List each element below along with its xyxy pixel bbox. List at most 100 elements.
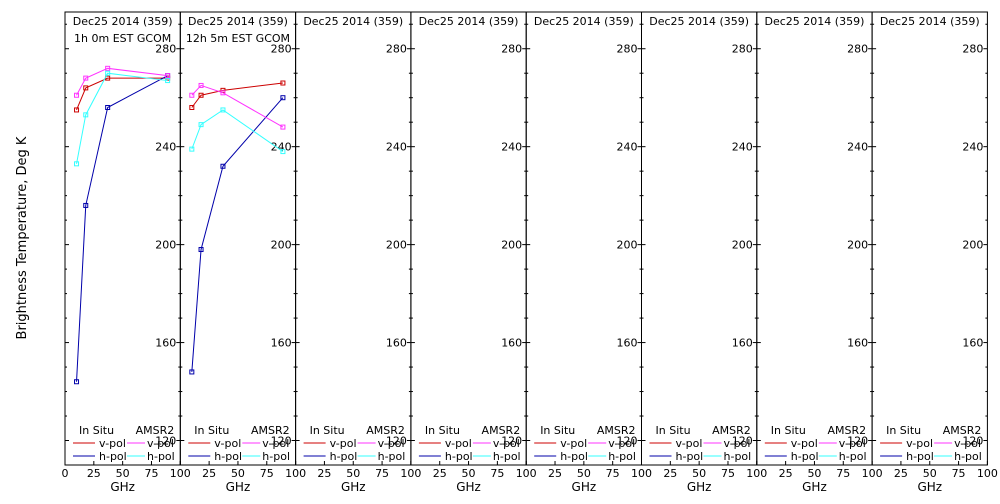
y-tick-label: 120	[386, 435, 407, 448]
data-point-amsr2_v	[198, 82, 204, 88]
x-tick-label: 25	[433, 467, 447, 480]
legend-amsr2-h-label: h-pol	[839, 450, 867, 463]
x-tick-label: 75	[721, 467, 735, 480]
data-point-amsr2_v	[105, 65, 111, 71]
data-point-amsr2_h	[280, 149, 286, 155]
legend-insitu-h-label: h-pol	[330, 450, 358, 463]
x-tick-label: 25	[317, 467, 331, 480]
panel-header: Dec25 2014 (359)	[765, 15, 865, 28]
x-tick-label: 100	[400, 467, 421, 480]
data-point-amsr2_h	[189, 146, 195, 152]
legend-insitu-title: In Situ	[540, 424, 575, 437]
data-point-amsr2_h	[198, 122, 204, 128]
y-tick-label: 200	[732, 239, 753, 252]
legend-insitu-h-label: h-pol	[676, 450, 704, 463]
panel-header: Dec25 2014 (359)	[534, 15, 634, 28]
y-tick-label: 120	[847, 435, 868, 448]
data-point-insitu_v	[280, 80, 286, 86]
legend-insitu-title: In Situ	[771, 424, 806, 437]
data-point-amsr2_v	[220, 90, 226, 96]
series-line-amsr2_v	[191, 84, 284, 128]
x-tick-label: 50	[231, 467, 245, 480]
x-axis-label: GHz	[226, 480, 251, 494]
x-tick-label: 100	[977, 467, 998, 480]
legend-amsr2-title: AMSR2	[712, 424, 751, 437]
series-line-amsr2_h	[191, 109, 284, 152]
x-tick-label: 50	[462, 467, 476, 480]
x-tick-label: 50	[807, 467, 821, 480]
legend-amsr2-h-label: h-pol	[262, 450, 290, 463]
series-line-insitu_h	[191, 97, 284, 372]
x-axis-label: GHz	[456, 480, 481, 494]
legend-amsr2-v-label: v-pol	[262, 437, 289, 450]
legend-amsr2-title: AMSR2	[366, 424, 405, 437]
data-point-amsr2_v	[74, 92, 80, 98]
x-tick-label: 50	[346, 467, 360, 480]
legend-amsr2-h-label: h-pol	[493, 450, 521, 463]
legend-insitu-title: In Situ	[656, 424, 691, 437]
y-tick-label: 240	[501, 141, 522, 154]
y-axis-label: Brightness Temperature, Deg K	[15, 136, 30, 339]
legend-insitu-v-label: v-pol	[330, 437, 357, 450]
x-tick-label: 25	[663, 467, 677, 480]
panel-header: Dec25 2014 (359)	[73, 15, 173, 28]
panel-subheader: 12h 5m EST GCOM	[186, 32, 290, 45]
data-point-insitu_v	[198, 92, 204, 98]
data-point-amsr2_v	[165, 73, 171, 79]
legend-insitu-v-label: v-pol	[791, 437, 818, 450]
panel-header: Dec25 2014 (359)	[188, 15, 288, 28]
legend-insitu-v-label: v-pol	[906, 437, 933, 450]
legend-insitu-h-label: h-pol	[99, 450, 127, 463]
legend-amsr2-h-label: h-pol	[147, 450, 175, 463]
data-point-insitu_h	[105, 104, 111, 110]
legend-amsr2-title: AMSR2	[136, 424, 175, 437]
legend-insitu-h-label: h-pol	[906, 450, 934, 463]
y-tick-label: 120	[617, 435, 638, 448]
y-tick-label: 200	[962, 239, 983, 252]
data-point-amsr2_h	[74, 161, 80, 167]
legend-insitu-v-label: v-pol	[214, 437, 241, 450]
legend-insitu-v-label: v-pol	[560, 437, 587, 450]
y-tick-label: 280	[847, 43, 868, 56]
panel-subheader: 1h 0m EST GCOM	[74, 32, 171, 45]
series-line-insitu_v	[191, 82, 283, 108]
data-point-amsr2_v	[280, 124, 286, 130]
legend-amsr2-title: AMSR2	[597, 424, 636, 437]
x-axis-label: GHz	[341, 480, 366, 494]
legend-insitu-h-label: h-pol	[560, 450, 588, 463]
legend-insitu-h-label: h-pol	[791, 450, 819, 463]
legend-amsr2-title: AMSR2	[943, 424, 982, 437]
y-tick-label: 240	[271, 141, 292, 154]
legend-amsr2-v-label: v-pol	[839, 437, 866, 450]
data-point-amsr2_h	[220, 107, 226, 113]
y-tick-label: 200	[155, 239, 176, 252]
legend-amsr2-title: AMSR2	[251, 424, 290, 437]
y-tick-label: 280	[386, 43, 407, 56]
x-axis-label: GHz	[917, 480, 942, 494]
x-tick-label: 100	[746, 467, 767, 480]
y-tick-label: 200	[386, 239, 407, 252]
data-point-amsr2_h	[165, 78, 171, 84]
data-point-amsr2_v	[189, 92, 195, 98]
x-axis-label: GHz	[110, 480, 135, 494]
x-tick-label: 100	[170, 467, 191, 480]
legend-amsr2-h-label: h-pol	[724, 450, 752, 463]
x-tick-label: 100	[631, 467, 652, 480]
x-tick-label: 50	[692, 467, 706, 480]
x-tick-label: 25	[894, 467, 908, 480]
y-tick-label: 240	[155, 141, 176, 154]
x-tick-label: 50	[116, 467, 130, 480]
x-tick-label: 75	[836, 467, 850, 480]
panel-header: Dec25 2014 (359)	[880, 15, 980, 28]
y-tick-label: 280	[501, 43, 522, 56]
legend-amsr2-v-label: v-pol	[378, 437, 405, 450]
data-point-amsr2_v	[83, 75, 89, 81]
series-line-insitu_v	[76, 77, 168, 111]
y-tick-label: 120	[732, 435, 753, 448]
data-point-amsr2_h	[105, 70, 111, 76]
x-tick-label: 75	[952, 467, 966, 480]
y-tick-label: 160	[847, 337, 868, 350]
y-tick-label: 160	[501, 337, 522, 350]
